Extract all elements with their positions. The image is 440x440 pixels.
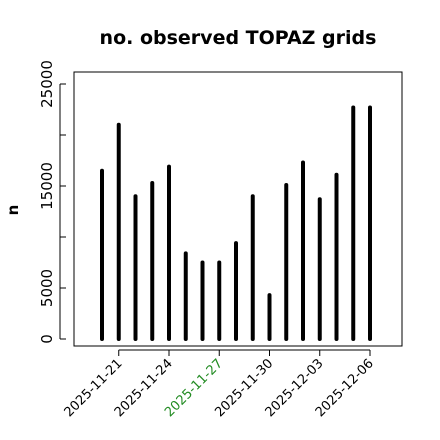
plot-frame <box>73 71 403 347</box>
y-tick-label: 15000 <box>38 162 56 210</box>
chart-title: no. observed TOPAZ grids <box>100 27 377 49</box>
y-tick-label: 25000 <box>38 60 56 108</box>
y-axis-label: n <box>4 205 22 216</box>
y-tick-label: 0 <box>38 334 56 344</box>
bars <box>100 105 372 341</box>
y-tick-label: 5000 <box>38 269 56 307</box>
x-axis: 2025-11-212025-11-242025-11-272025-11-30… <box>62 349 377 420</box>
y-axis: 0 5000 15000 25000 <box>38 60 66 344</box>
